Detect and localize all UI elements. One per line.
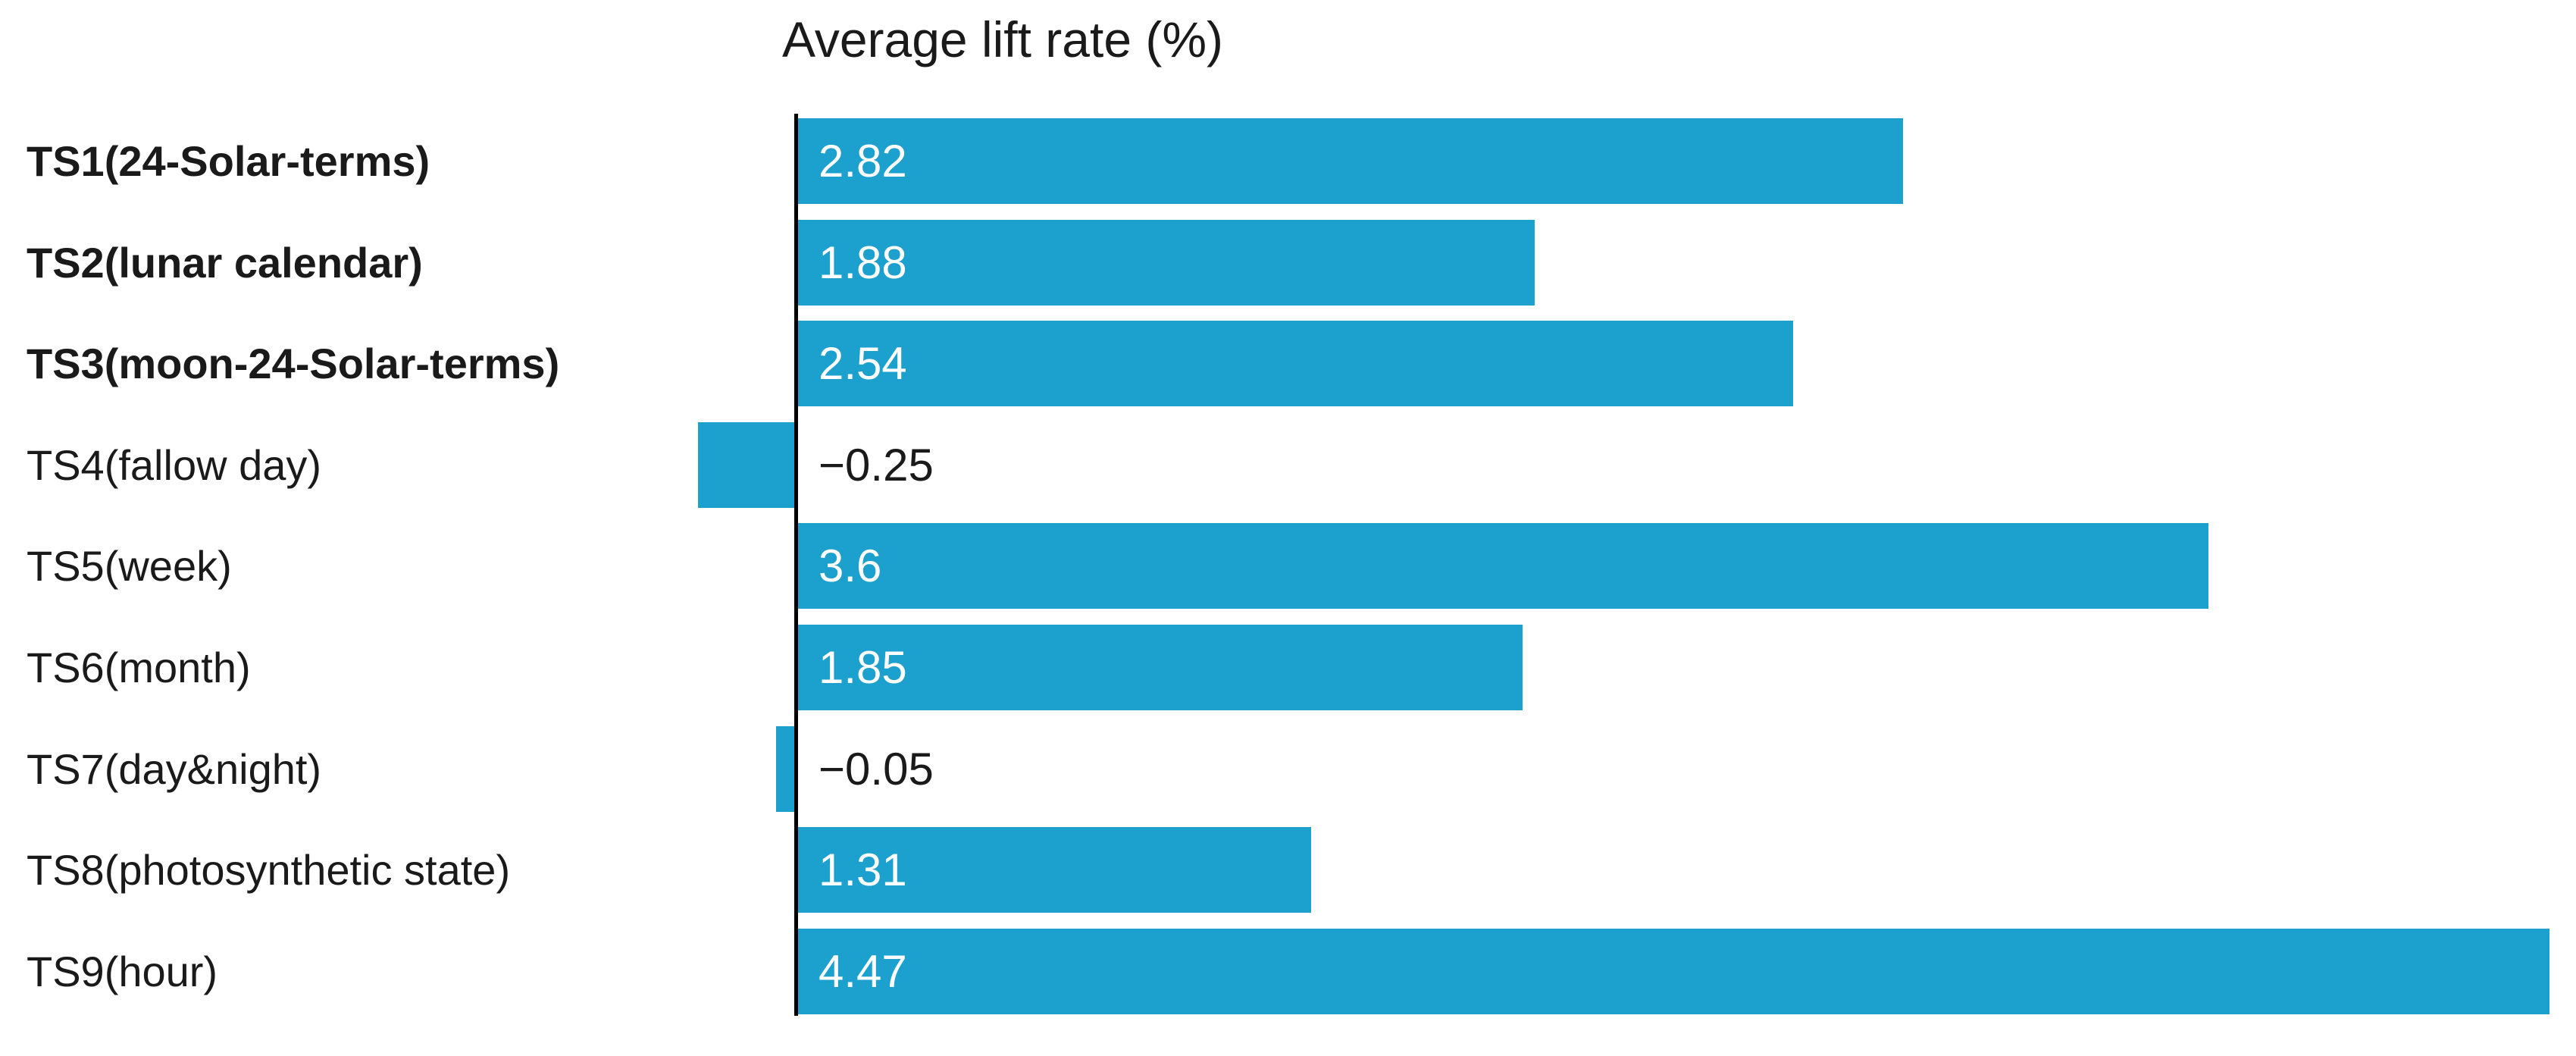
bar <box>798 220 1535 306</box>
y-axis-line <box>794 114 798 1016</box>
value-label: −0.25 <box>818 440 934 490</box>
category-label: TS2(lunar calendar) <box>27 239 423 287</box>
value-label: 4.47 <box>818 946 907 997</box>
value-label: −0.05 <box>818 744 934 794</box>
value-label: 1.31 <box>818 844 907 895</box>
value-label: 2.54 <box>818 338 907 389</box>
category-label: TS7(day&night) <box>27 745 322 793</box>
chart-title: Average lift rate (%) <box>782 11 1224 67</box>
bar <box>798 118 1903 204</box>
category-label: TS1(24-Solar-terms) <box>27 137 430 185</box>
bar <box>798 625 1523 710</box>
bar <box>798 523 2208 609</box>
category-label: TS5(week) <box>27 542 232 590</box>
category-label: TS9(hour) <box>27 948 218 995</box>
value-label: 1.85 <box>818 642 907 693</box>
category-label: TS8(photosynthetic state) <box>27 846 511 894</box>
category-label: TS4(fallow day) <box>27 441 322 489</box>
category-label: TS3(moon-24-Solar-terms) <box>27 340 560 387</box>
bar <box>798 321 1793 406</box>
bar <box>798 929 2549 1014</box>
value-label: 1.88 <box>818 237 907 288</box>
value-label: 2.82 <box>818 136 907 186</box>
category-label: TS6(month) <box>27 644 251 691</box>
value-label: 3.6 <box>818 541 882 591</box>
bar <box>698 422 796 508</box>
bar <box>798 827 1311 913</box>
bar <box>776 726 796 812</box>
